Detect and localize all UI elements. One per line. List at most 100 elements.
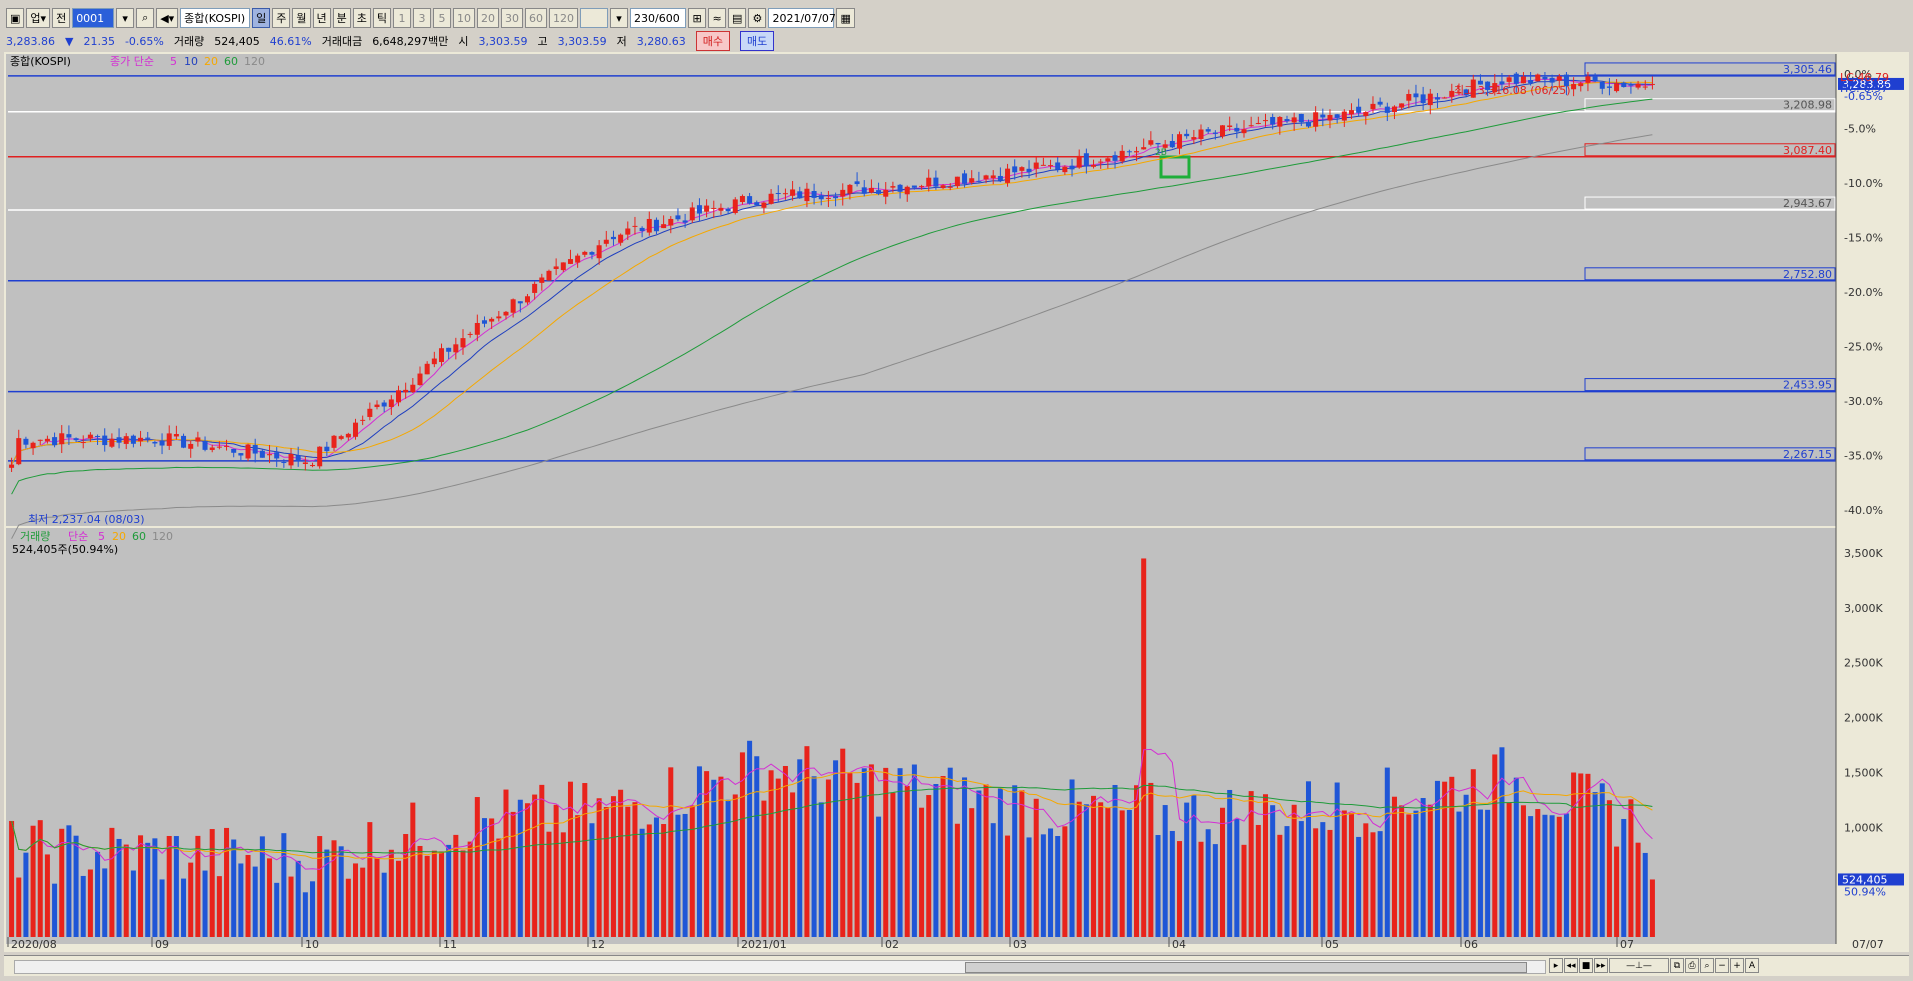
- period-minute[interactable]: 분: [332, 8, 351, 28]
- volume-bar: [1391, 796, 1397, 937]
- count-max: /600: [655, 11, 680, 25]
- layout-icon[interactable]: ▣: [6, 8, 25, 28]
- plus-icon[interactable]: +: [1730, 958, 1744, 973]
- volume-bar: [16, 877, 22, 937]
- volume-bar: [1477, 809, 1483, 937]
- volume-bar: [1384, 767, 1390, 937]
- period-month[interactable]: 월: [292, 8, 311, 28]
- x-tick-label: 11: [443, 938, 457, 951]
- settings-icon[interactable]: ⚙: [748, 8, 767, 28]
- zoom-slider-icon[interactable]: —⊥—: [1609, 958, 1669, 973]
- period-year[interactable]: 년: [312, 8, 331, 28]
- volume-bar: [374, 857, 380, 937]
- volume-label: 거래량: [173, 35, 205, 48]
- candle-body: [969, 178, 975, 183]
- candle-body: [747, 196, 753, 204]
- search-icon[interactable]: ⌕: [136, 8, 155, 28]
- custom-period-dropdown-icon[interactable]: ▾: [610, 8, 629, 28]
- buy-button[interactable]: 매수: [695, 31, 730, 51]
- save-icon[interactable]: ▤: [728, 8, 747, 28]
- candle-body: [725, 208, 731, 212]
- stop-icon[interactable]: ■: [1579, 958, 1593, 973]
- volume-bar: [1506, 802, 1512, 937]
- code-dropdown-icon[interactable]: ▾: [116, 8, 135, 28]
- fast-forward-icon[interactable]: ▸▸: [1594, 958, 1608, 973]
- count-input[interactable]: 230/600: [630, 8, 687, 28]
- price-tag-pct: -0.65%: [1844, 90, 1883, 103]
- volume-bar: [639, 828, 645, 937]
- candle-body: [546, 270, 552, 281]
- minute-30[interactable]: 30: [501, 8, 524, 28]
- volume-bar: [1334, 782, 1340, 937]
- volume-bar: [1055, 836, 1061, 937]
- copy-icon[interactable]: ⧉: [1670, 958, 1684, 973]
- period-second[interactable]: 초: [352, 8, 371, 28]
- sell-button[interactable]: 매도: [740, 31, 775, 51]
- volume-bar: [1126, 810, 1132, 937]
- y-tick-label: -35.0%: [1844, 450, 1883, 463]
- scroll-thumb[interactable]: [965, 962, 1527, 973]
- minute-5[interactable]: 5: [433, 8, 452, 28]
- print-icon[interactable]: ⎙: [1685, 958, 1699, 973]
- rewind-icon[interactable]: ◂◂: [1564, 958, 1578, 973]
- candle-body: [52, 437, 58, 446]
- minus-icon[interactable]: −: [1715, 958, 1729, 973]
- minute-120[interactable]: 120: [549, 8, 579, 28]
- candle-body: [904, 186, 910, 195]
- candle-body: [188, 443, 194, 449]
- volume-bar: [474, 797, 480, 937]
- candle-body: [696, 205, 702, 214]
- period-tick[interactable]: 틱: [372, 8, 392, 28]
- chart-svg[interactable]: 3,305.46 3,208.98 3,087.40 2,943.67 2,752.80…: [4, 52, 1909, 952]
- volume-bar: [1033, 798, 1039, 937]
- candle-body: [868, 187, 874, 193]
- scroll-right-icon[interactable]: ▸: [1549, 958, 1563, 973]
- candle-body: [1012, 166, 1018, 173]
- lc-label: LC:46.79: [1840, 71, 1889, 84]
- y-tick-label: -40.0%: [1844, 504, 1883, 517]
- volume-bar: [489, 818, 495, 937]
- custom-period-input[interactable]: [580, 8, 609, 28]
- minute-3[interactable]: 3: [413, 8, 432, 28]
- volume-bar: [1621, 818, 1627, 937]
- candle-body: [381, 402, 387, 407]
- period-day[interactable]: 일: [252, 8, 271, 28]
- candle-body: [575, 255, 581, 263]
- volume-bar: [345, 878, 351, 937]
- volume-bar: [517, 799, 523, 937]
- chart-tool-icon[interactable]: ⊞: [688, 8, 707, 28]
- open-value: 3,303.59: [478, 34, 528, 48]
- code-input[interactable]: 0001: [72, 8, 115, 28]
- candle-body: [102, 435, 108, 446]
- speaker-icon[interactable]: ◀▾: [156, 8, 179, 28]
- volume-tick-label: 3,500K: [1844, 547, 1883, 560]
- x-tick-label: 2020/08: [11, 938, 57, 951]
- calendar-icon[interactable]: ▦: [836, 8, 855, 28]
- volume-bar: [596, 798, 602, 937]
- ma120-legend: 120: [244, 55, 265, 68]
- volume-bar: [1048, 828, 1054, 937]
- font-icon[interactable]: A: [1745, 958, 1759, 973]
- candle-body: [1284, 119, 1290, 122]
- minute-1[interactable]: 1: [393, 8, 412, 28]
- candle-body: [1177, 134, 1183, 149]
- volume-bar: [1062, 826, 1068, 937]
- candle-body: [310, 465, 316, 467]
- period-week[interactable]: 주: [272, 8, 291, 28]
- low-annotation: 최저 2,237.04 (08/03): [28, 513, 145, 526]
- volume-bar: [1513, 777, 1519, 937]
- minute-10[interactable]: 10: [453, 8, 476, 28]
- level-value: 3,087.40: [1783, 144, 1832, 157]
- volume-bar: [1205, 829, 1211, 937]
- candle-body: [1377, 101, 1383, 105]
- date-input[interactable]: 2021/07/07: [768, 8, 836, 28]
- minute-60[interactable]: 60: [525, 8, 548, 28]
- chart-area[interactable]: 3,305.46 3,208.98 3,087.40 2,943.67 2,752.80…: [4, 52, 1909, 952]
- market-select[interactable]: 업 ▾: [26, 8, 51, 28]
- prefix-button[interactable]: 전: [52, 8, 71, 28]
- minute-20[interactable]: 20: [477, 8, 500, 28]
- scroll-track[interactable]: [14, 960, 1546, 974]
- compare-icon[interactable]: ≈: [708, 8, 727, 28]
- magnify-icon[interactable]: ⌕: [1700, 958, 1714, 973]
- volume-bar: [503, 789, 509, 937]
